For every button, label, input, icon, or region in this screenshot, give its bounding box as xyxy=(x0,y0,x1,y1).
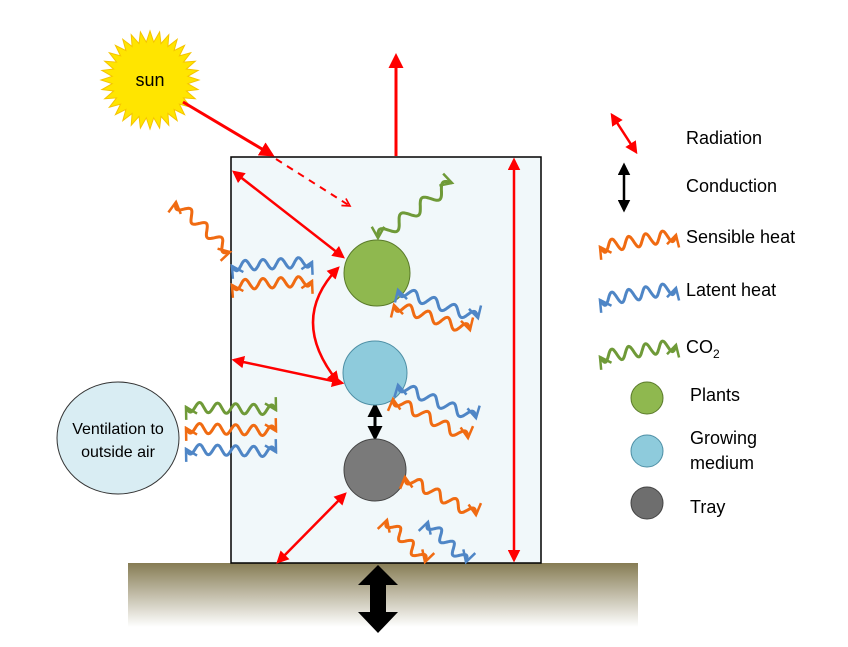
sensible-heat-tray-wave xyxy=(405,477,476,515)
sensible-heat-medium-wave xyxy=(393,399,468,438)
legend-co2-label: CO2 xyxy=(686,337,720,361)
legend-latent-heat-label: Latent heat xyxy=(686,280,776,300)
sensible-heat-plants-wave xyxy=(394,305,470,330)
ventilation-label-line1: Ventilation to xyxy=(72,421,164,438)
legend-latent-heat-icon xyxy=(600,282,676,305)
legend-sensible-heat-label: Sensible heat xyxy=(686,227,795,247)
radiation-wall-plants-arrow xyxy=(232,170,345,259)
legend-sensible-heat-icon xyxy=(600,229,676,252)
latent-heat-floor-wave xyxy=(427,522,467,562)
sensible-heat-outside-wave xyxy=(176,202,231,253)
legend-co2-icon xyxy=(600,339,676,362)
legend-radiation-icon xyxy=(610,112,638,155)
radiation-plants-medium-curve xyxy=(311,266,340,384)
legend-conduction-label: Conduction xyxy=(686,176,777,196)
heat-flux-waves xyxy=(176,182,677,563)
co2-ventilation-wave xyxy=(184,403,278,415)
ventilation-bubble xyxy=(56,381,180,495)
legend-growing-medium-icon xyxy=(630,434,664,468)
legend-growing-medium-label-line1: Growing xyxy=(690,428,757,448)
legend: Radiation Conduction Sensible heat Laten… xyxy=(610,112,795,520)
sensible-heat-left-wall-wave xyxy=(232,275,312,290)
radiation-tray-floor-arrow xyxy=(276,492,347,564)
ground-conduction-arrow xyxy=(358,565,398,633)
growing-medium-node xyxy=(342,340,408,406)
sun-icon: sun xyxy=(99,29,201,131)
radiation-wall-medium-arrow xyxy=(231,355,345,388)
co2-to-plants-wave xyxy=(378,182,452,239)
legend-plants-icon xyxy=(630,381,664,415)
legend-radiation-label: Radiation xyxy=(686,128,762,148)
ventilation-label-line2: outside air xyxy=(81,444,155,461)
legend-tray-label: Tray xyxy=(690,497,725,517)
latent-heat-left-wall-wave xyxy=(232,256,312,271)
legend-growing-medium-label-line2: medium xyxy=(690,453,754,473)
solar-radiation-arrow xyxy=(182,100,275,157)
sensible-heat-ventilation-wave xyxy=(184,424,278,436)
latent-heat-ventilation-wave xyxy=(184,445,278,457)
tray-node xyxy=(343,438,407,502)
sun-label: sun xyxy=(135,70,164,90)
legend-co2-subscript: 2 xyxy=(713,347,720,361)
legend-tray-icon xyxy=(630,486,664,520)
legend-plants-label: Plants xyxy=(690,385,740,405)
